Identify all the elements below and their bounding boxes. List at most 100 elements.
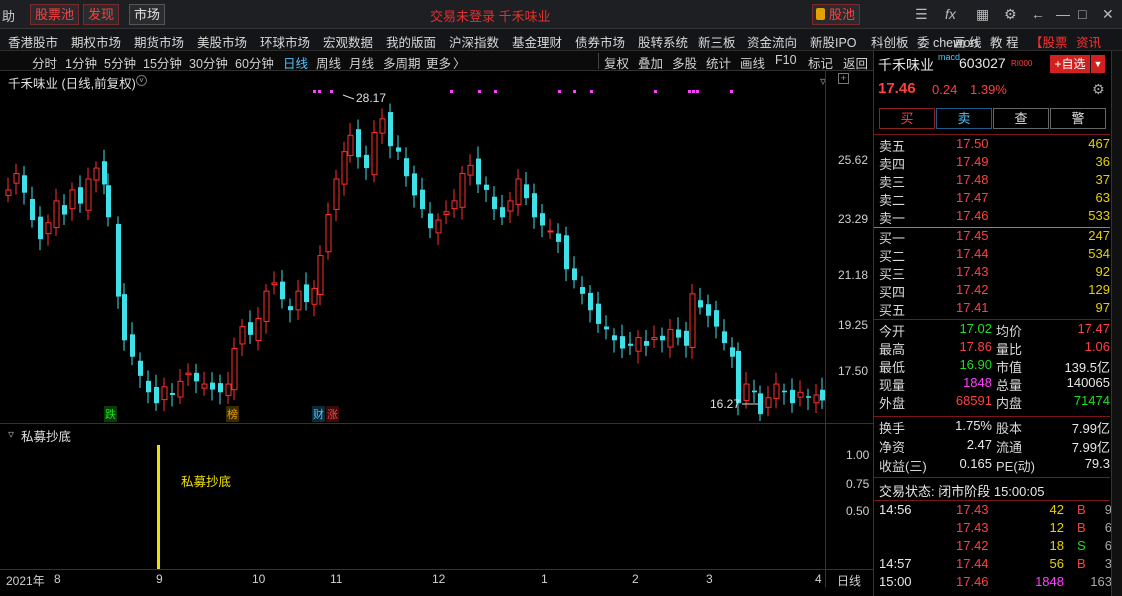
tick-row: 14:57 17.44 56 B 3	[874, 556, 1112, 574]
period-30min[interactable]: 30分钟	[189, 57, 228, 71]
period-monthly[interactable]: 月线	[349, 57, 375, 71]
period-daily[interactable]: 日线	[283, 57, 309, 71]
divider	[874, 134, 1110, 135]
event-tag[interactable]: 涨	[326, 406, 339, 422]
bell-icon[interactable]: ⚙	[1092, 81, 1105, 97]
buy-button[interactable]: 买	[879, 108, 935, 129]
signal-dot	[478, 90, 481, 93]
chevron-down-icon[interactable]: ▼	[1091, 55, 1105, 73]
period-weekly[interactable]: 周线	[316, 57, 342, 71]
back-icon[interactable]: ←	[1031, 6, 1045, 22]
menu-draw[interactable]: 画 线	[953, 36, 982, 50]
menu-macro[interactable]: 宏观数据	[323, 36, 374, 50]
tool-stats[interactable]: 统计	[706, 57, 732, 71]
menu-global[interactable]: 环球市场	[260, 36, 311, 50]
high-price-label: 28.17	[356, 91, 387, 105]
period-15min[interactable]: 15分钟	[143, 57, 182, 71]
menu-new-third[interactable]: 新三板	[698, 36, 736, 50]
help-menu[interactable]: 助	[2, 9, 16, 24]
maximize-icon[interactable]: □	[1078, 6, 1087, 22]
formula-icon[interactable]: fx	[945, 6, 956, 22]
indicator-panel[interactable]: ▿ 私募抄底 私募抄底 1.00 0.75 0.50	[0, 423, 873, 569]
menu-news[interactable]: 资讯	[1076, 36, 1102, 50]
event-tag[interactable]: 榜	[226, 406, 239, 422]
menu-index[interactable]: 沪深指数	[449, 36, 500, 50]
menu-tutorial[interactable]: 教 程	[990, 36, 1019, 50]
stat-label: PE(动)	[996, 459, 1036, 474]
chart-title: 千禾味业 (日线,前复权)	[8, 77, 136, 91]
tool-f10[interactable]: F10	[775, 53, 797, 67]
menu-my-layout[interactable]: 我的版面	[386, 36, 437, 50]
stat-label: 净资	[879, 440, 906, 455]
menu-stock[interactable]: 【股票	[1030, 36, 1068, 50]
menu-options[interactable]: 期权市场	[71, 36, 122, 50]
kline-chart[interactable]: 千禾味业 (日线,前复权) ˅ ▿ + 25.62 23.29 21.18 19…	[0, 71, 873, 422]
tool-adjust[interactable]: 复权	[604, 57, 630, 71]
candle-body	[714, 310, 719, 327]
gear-icon[interactable]: ⚙	[1004, 6, 1017, 22]
chevron-down-icon[interactable]: ˅	[136, 75, 147, 86]
menu-ipo[interactable]: 新股IPO	[810, 36, 857, 50]
layers-icon[interactable]: ☰	[915, 6, 928, 22]
minimize-icon[interactable]: —	[1056, 6, 1070, 22]
menu-bond[interactable]: 债券市场	[575, 36, 626, 50]
tick-row: 15:00 17.46 1848 163	[874, 574, 1112, 592]
stock-pool-button[interactable]: 股票池	[30, 4, 80, 25]
tool-mark[interactable]: 标记	[808, 57, 834, 71]
market-button[interactable]: 市场	[129, 4, 166, 25]
menu-us-stock[interactable]: 美股市场	[197, 36, 248, 50]
signal-dot	[558, 90, 561, 93]
menu-capital-flow[interactable]: 资金流向	[747, 36, 798, 50]
signal-label: 私募抄底	[181, 475, 232, 489]
discover-button[interactable]: 发现	[83, 4, 120, 25]
signal-dot	[313, 90, 316, 93]
tick-count: 3	[1104, 556, 1112, 571]
period-toolbar: 分时 1分钟 5分钟 15分钟 30分钟 60分钟 日线 周线 月线 多周期 更…	[0, 51, 873, 71]
candle-body	[547, 230, 554, 233]
sell-button[interactable]: 卖	[936, 108, 992, 129]
candle-body	[797, 391, 804, 398]
menu-fund[interactable]: 基金理财	[512, 36, 563, 50]
event-tag[interactable]: 财	[312, 406, 325, 422]
period-5min[interactable]: 5分钟	[104, 57, 136, 71]
period-intraday[interactable]: 分时	[32, 57, 58, 71]
stock-pool-quick-button[interactable]: 股池	[812, 4, 861, 25]
period-1min[interactable]: 1分钟	[65, 57, 97, 71]
period-more[interactable]: 更多	[426, 57, 452, 71]
tool-multi-stock[interactable]: 多股	[672, 57, 698, 71]
tool-overlay[interactable]: 叠加	[638, 57, 664, 71]
menu-commission[interactable]: 委 chevron	[917, 36, 978, 50]
alert-button[interactable]: 警	[1050, 108, 1106, 129]
menu-futures[interactable]: 期货市场	[134, 36, 185, 50]
expand-icon[interactable]: +	[838, 73, 849, 84]
tick-time: 14:57	[879, 556, 912, 571]
candle-body	[239, 326, 246, 345]
add-watchlist-button[interactable]: +自选	[1050, 55, 1090, 73]
chevron-right-icon[interactable]: 〉	[453, 57, 466, 71]
scrollbar[interactable]	[1111, 51, 1122, 596]
stat-value: 17.47	[1077, 321, 1110, 336]
tool-draw[interactable]: 画线	[740, 57, 766, 71]
event-tag[interactable]: 跌	[104, 406, 117, 422]
menu-neeq[interactable]: 股转系统	[638, 36, 689, 50]
stat-label: 均价	[996, 324, 1023, 339]
period-60min[interactable]: 60分钟	[235, 57, 274, 71]
candle-body	[773, 383, 780, 399]
collapse-icon[interactable]: ▿	[820, 74, 827, 88]
grid-icon[interactable]: ▦	[976, 6, 990, 22]
collapse-icon[interactable]: ▿	[8, 427, 15, 441]
x-month: 9	[156, 572, 163, 586]
menu-star-market[interactable]: 科创板	[871, 36, 909, 50]
y-tick: 19.25	[838, 318, 869, 332]
tick-count: 163	[1090, 574, 1112, 589]
quote-panel: 千禾味业 macd 603027 RI000 +自选 ▼ 17.46 0.24 …	[873, 51, 1122, 596]
candle-body	[532, 193, 537, 218]
menu-hk-stock[interactable]: 香港股市	[8, 36, 59, 50]
tool-back[interactable]: 返回	[843, 57, 869, 71]
query-button[interactable]: 查	[993, 108, 1049, 129]
candle-body	[288, 306, 293, 311]
period-multi[interactable]: 多周期	[383, 57, 421, 71]
stat-row: 换手 1.75% 股本 7.99亿	[874, 418, 1110, 436]
stat-label: 最高	[879, 342, 906, 357]
close-icon[interactable]: ✕	[1102, 6, 1114, 22]
